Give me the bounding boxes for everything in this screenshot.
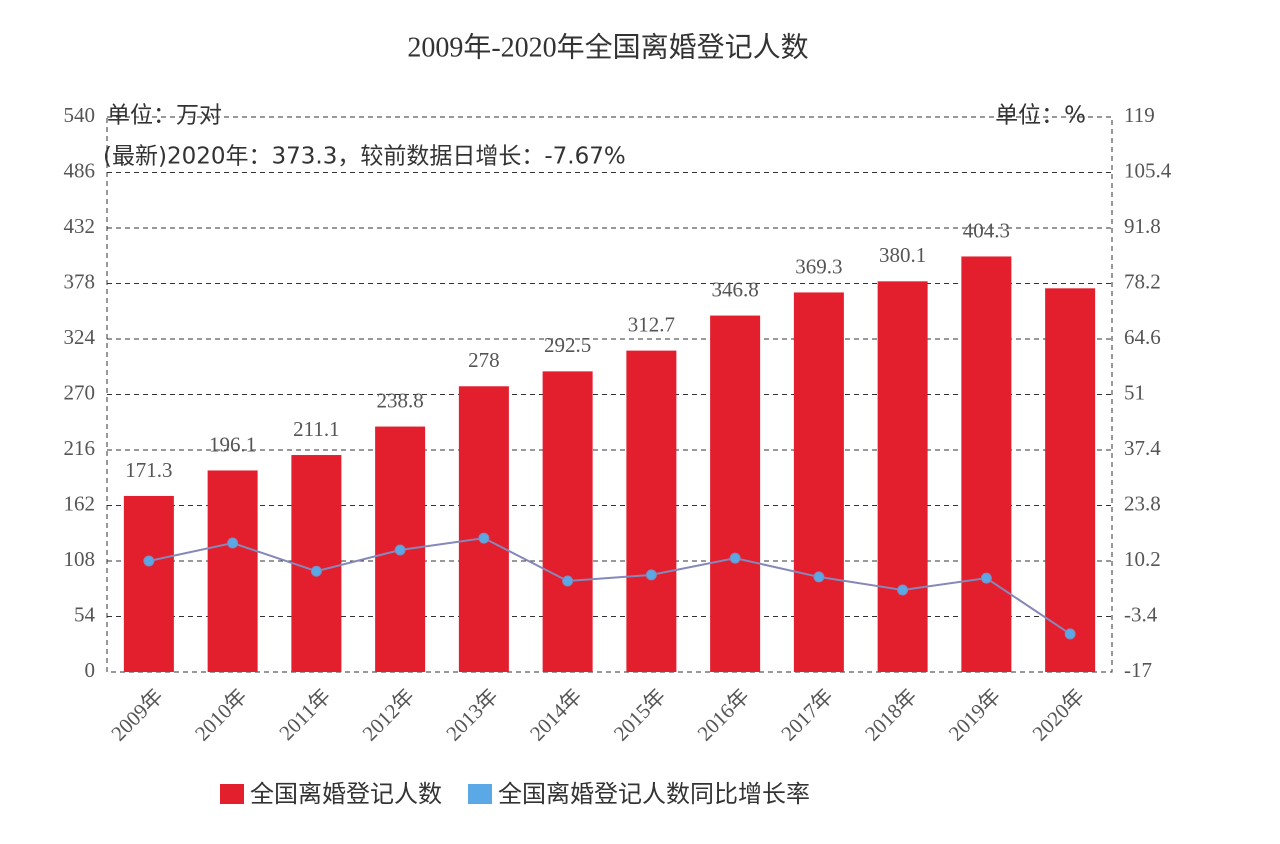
y2-tick-label: 10.2 [1124,547,1161,571]
chart-title: 2009年-2020年全国离婚登记人数 [407,31,808,63]
data-label: 292.5 [544,333,591,357]
y-tick-label: 108 [64,547,96,571]
y-tick-label: 540 [64,103,96,127]
y2-tick-label: 119 [1124,103,1155,127]
point [813,571,825,583]
data-label: 369.3 [795,254,842,278]
bar [877,281,928,672]
y2-tick-label: 105.4 [1124,158,1172,182]
y2-tick-label: 91.8 [1124,214,1161,238]
legend-swatch [220,784,244,804]
point [729,552,741,564]
y-tick-label: 270 [64,380,96,404]
bar [207,470,258,672]
legend-swatch [468,784,492,804]
y-tick-label: 324 [64,325,96,349]
point [645,569,657,581]
bar [793,292,844,672]
y2-tick-label: -3.4 [1124,602,1158,626]
point [143,555,155,567]
data-label: 312.7 [628,312,675,336]
data-label: 278 [468,348,500,372]
point [478,532,490,544]
y2-tick-label: 37.4 [1124,436,1161,460]
y-tick-label: 0 [85,658,96,682]
bar [458,386,509,672]
y2-tick-label: 64.6 [1124,325,1161,349]
data-label: 346.8 [712,277,759,301]
data-label: 238.8 [377,388,424,412]
point [310,565,322,577]
bar [961,256,1012,672]
data-label: 196.1 [209,432,256,456]
y-tick-label: 162 [64,491,96,515]
annotation: (最新)2020年：373.3，较前数据日增长：-7.67% [103,144,626,170]
point [897,584,909,596]
y-tick-label: 432 [64,214,96,238]
y2-unit: 单位：% [995,103,1086,129]
point [1064,628,1076,640]
y-tick-label: 486 [64,158,96,182]
bar [626,350,677,672]
y2-tick-label: 23.8 [1124,491,1161,515]
y-tick-label: 216 [64,436,96,460]
y-tick-label: 378 [64,269,96,293]
y2-tick-label: 78.2 [1124,269,1161,293]
data-label: 380.1 [879,243,926,267]
point [394,544,406,556]
point [980,572,992,584]
plot-border [106,116,1113,673]
data-label: 171.3 [125,458,172,482]
bar [542,371,593,672]
legend-label: 全国离婚登记人数 [250,780,442,808]
point [227,537,239,549]
data-label: 211.1 [293,417,339,441]
bar [291,455,342,672]
point [562,575,574,587]
y2-tick-label: -17 [1124,658,1152,682]
bar [710,315,761,672]
legend-label: 全国离婚登记人数同比增长率 [498,780,810,808]
data-label: 404.3 [963,218,1010,242]
bar [1045,288,1096,672]
bar [123,495,174,672]
line [148,537,1071,635]
y-unit: 单位：万对 [107,103,222,129]
y2-tick-label: 51 [1124,380,1145,404]
y-tick-label: 54 [74,602,96,626]
